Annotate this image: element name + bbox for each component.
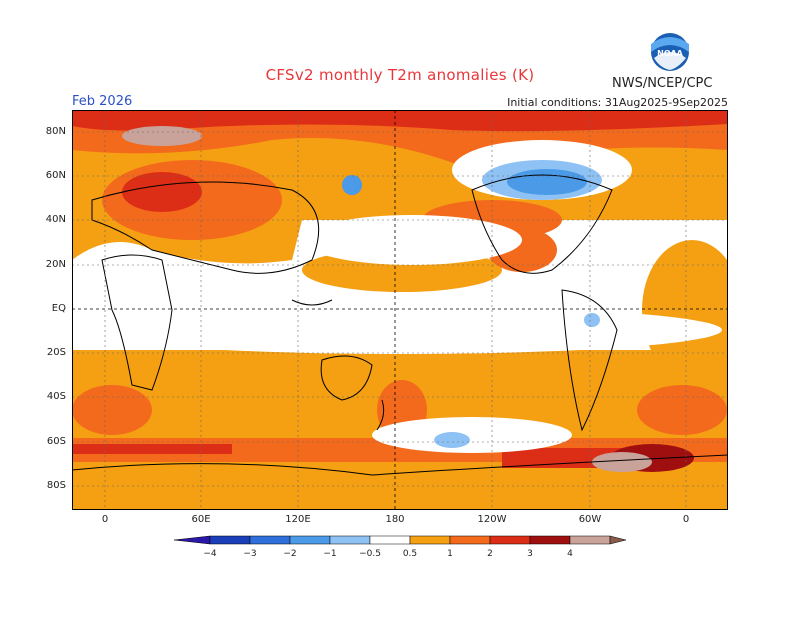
spac-cold — [434, 432, 470, 448]
anomaly-map — [72, 110, 728, 510]
s-atlantic-warm — [637, 385, 727, 435]
cbar-cell-neutral — [369, 535, 411, 545]
map-frame — [72, 110, 728, 510]
lat-label-40n: 40N — [45, 214, 66, 225]
arctic-hottest — [122, 126, 202, 146]
lat-label-60n: 60N — [45, 170, 66, 181]
lon-label-0-east: 0 — [682, 514, 690, 525]
kamchatka-cold — [342, 175, 362, 195]
tropical-neutral — [82, 306, 722, 354]
lon-label-180: 180 — [385, 514, 405, 525]
chart-title: CFSv2 monthly T2m anomalies (K) — [265, 66, 535, 84]
cbar-cell-m3-m2 — [249, 535, 291, 545]
map-svg — [72, 110, 728, 510]
cbar-tick: −3 — [243, 549, 256, 559]
cbar-tick: 0.5 — [403, 549, 417, 559]
lon-label-120e: 120E — [285, 514, 311, 525]
lat-label-80s: 80S — [46, 480, 66, 491]
cbar-tick: −2 — [283, 549, 296, 559]
lon-label-0-west: 0 — [101, 514, 109, 525]
cbar-cell-m2-m1 — [289, 535, 331, 545]
antarctic-hottest — [592, 452, 652, 472]
spac-neutral — [372, 417, 572, 453]
agency-label: NWS/NCEP/CPC — [612, 76, 713, 91]
sam-cold — [584, 313, 600, 327]
lon-label-60e: 60E — [191, 514, 211, 525]
colorbar: −4 −3 −2 −1 −0.5 0.5 1 2 3 4 — [170, 534, 630, 564]
cbar-cell-p2-p3 — [489, 535, 531, 545]
cbar-tick: 4 — [567, 549, 573, 559]
cbar-tick: 3 — [527, 549, 533, 559]
cbar-cell-lt-m4 — [173, 535, 211, 545]
arctic-strong — [72, 110, 728, 132]
cbar-cell-p1-p2 — [449, 535, 491, 545]
lon-label-120w: 120W — [477, 514, 507, 525]
southern-ocean-strong-w — [72, 444, 232, 454]
cbar-tick: −4 — [203, 549, 217, 559]
cbar-tick: 2 — [487, 549, 493, 559]
lat-label-20s: 20S — [46, 347, 66, 358]
npac-neutral — [302, 215, 522, 265]
cbar-cell-p3-p4 — [529, 535, 571, 545]
cbar-cell-gt-p5 — [609, 535, 627, 545]
lat-label-40s: 40S — [46, 391, 66, 402]
lat-label-60s: 60S — [46, 436, 66, 447]
lat-label-eq: EQ — [51, 303, 66, 314]
cbar-cell-p4-p5 — [569, 535, 611, 545]
cbar-tick: 1 — [447, 549, 453, 559]
cbar-cell-m4-m3 — [209, 535, 251, 545]
cbar-cell-m1-m05 — [329, 535, 371, 545]
warm-atlantic — [642, 240, 728, 380]
lat-label-80n: 80N — [45, 126, 66, 137]
cbar-cell-p05-p1 — [409, 535, 451, 545]
lat-label-20n: 20N — [45, 259, 66, 270]
sw-indian-warm — [72, 385, 152, 435]
continent-outlines — [72, 174, 728, 476]
noaa-logo: NOAA — [650, 32, 690, 72]
logo-text: NOAA — [657, 49, 683, 58]
map-gridlines — [72, 110, 728, 510]
lon-label-60w: 60W — [578, 514, 602, 525]
forecast-month: Feb 2026 — [72, 94, 133, 109]
canada-colder — [507, 169, 587, 195]
initial-conditions: Initial conditions: 31Aug2025-9Sep2025 — [507, 96, 728, 109]
cbar-tick: −1 — [323, 549, 336, 559]
cbar-tick: −0.5 — [359, 549, 381, 559]
eurasia-strong — [122, 172, 202, 212]
